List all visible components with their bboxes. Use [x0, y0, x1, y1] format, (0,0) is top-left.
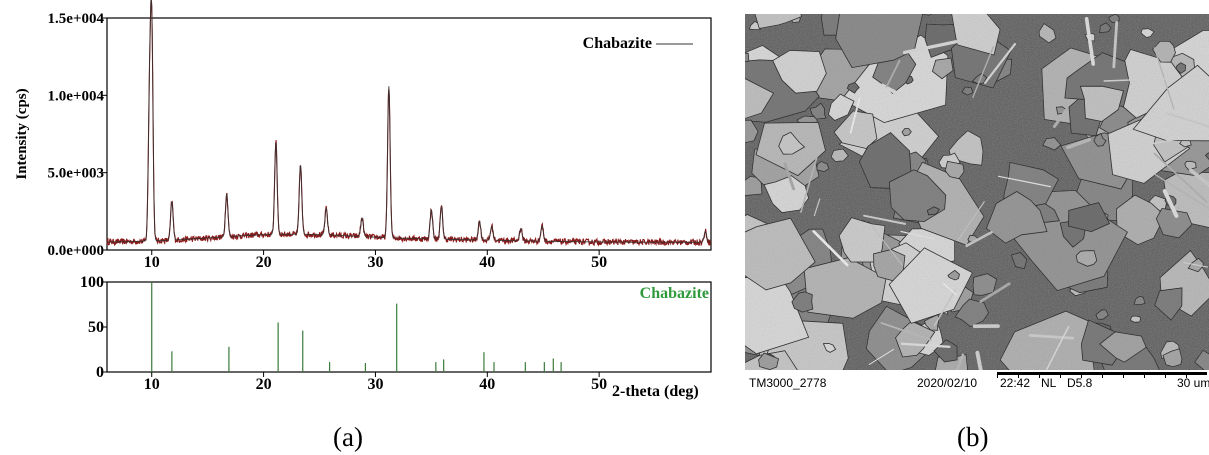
- bottom-y-tick-label: 100: [80, 274, 104, 291]
- bottom-legend-label: Chabazite: [640, 285, 709, 302]
- panel-a-label: (a): [333, 422, 363, 452]
- top-y-tick-label: 0.0e+000: [48, 243, 104, 259]
- xrd-charts: 0.0e+000 5.0e+003 1.0e+004 1.5e+004 10 20 30 40…: [14, 0, 712, 400]
- top-legend-label: Chabazite: [583, 35, 652, 52]
- top-x-tick-label: 40: [479, 254, 495, 271]
- panel-b-label: (b): [957, 422, 989, 452]
- top-y-tick-label: 1.5e+004: [48, 11, 105, 27]
- bottom-x-tick-label: 30: [367, 376, 383, 393]
- bottom-x-tick-label: 20: [256, 376, 272, 393]
- top-y-tick-label: 5.0e+003: [48, 166, 104, 182]
- sem-mode: NL: [1041, 376, 1057, 390]
- top-x-tick-label: 30: [367, 254, 383, 271]
- bottom-plot-frame: [106, 281, 712, 373]
- sem-scale-label: 30 um: [1177, 376, 1209, 390]
- sem-scale-ticks: [997, 372, 1207, 378]
- sem-wd: D5.8: [1067, 376, 1093, 390]
- fitted-pattern-line: [106, 0, 711, 243]
- bottom-x-tick-label: 40: [479, 376, 495, 393]
- bottom-y-tick-label: 50: [88, 319, 104, 336]
- top-x-tick-label: 10: [144, 254, 160, 271]
- sem-date: 2020/02/10: [917, 376, 978, 390]
- bottom-x-axis-label: 2-theta (deg): [612, 383, 699, 400]
- bottom-x-tick-label: 50: [591, 376, 607, 393]
- sem-time: 22:42: [1000, 376, 1031, 390]
- top-y-tick-label: 1.0e+004: [48, 88, 105, 104]
- sem-info-bar: TM3000_2778 2020/02/10 22:42 NL D5.8 30 …: [745, 370, 1209, 400]
- sem-id-label: TM3000_2778: [749, 376, 827, 390]
- sem-image: [745, 14, 1209, 370]
- bottom-x-tick-label: 10: [144, 376, 160, 393]
- observed-pattern-line: [106, 0, 712, 247]
- top-plot-frame: [106, 17, 712, 251]
- bottom-y-tick-label: 0: [96, 364, 104, 381]
- top-x-tick-label: 20: [256, 254, 272, 271]
- top-y-axis-label: Intensity (cps): [14, 88, 30, 179]
- top-x-tick-label: 50: [591, 254, 607, 271]
